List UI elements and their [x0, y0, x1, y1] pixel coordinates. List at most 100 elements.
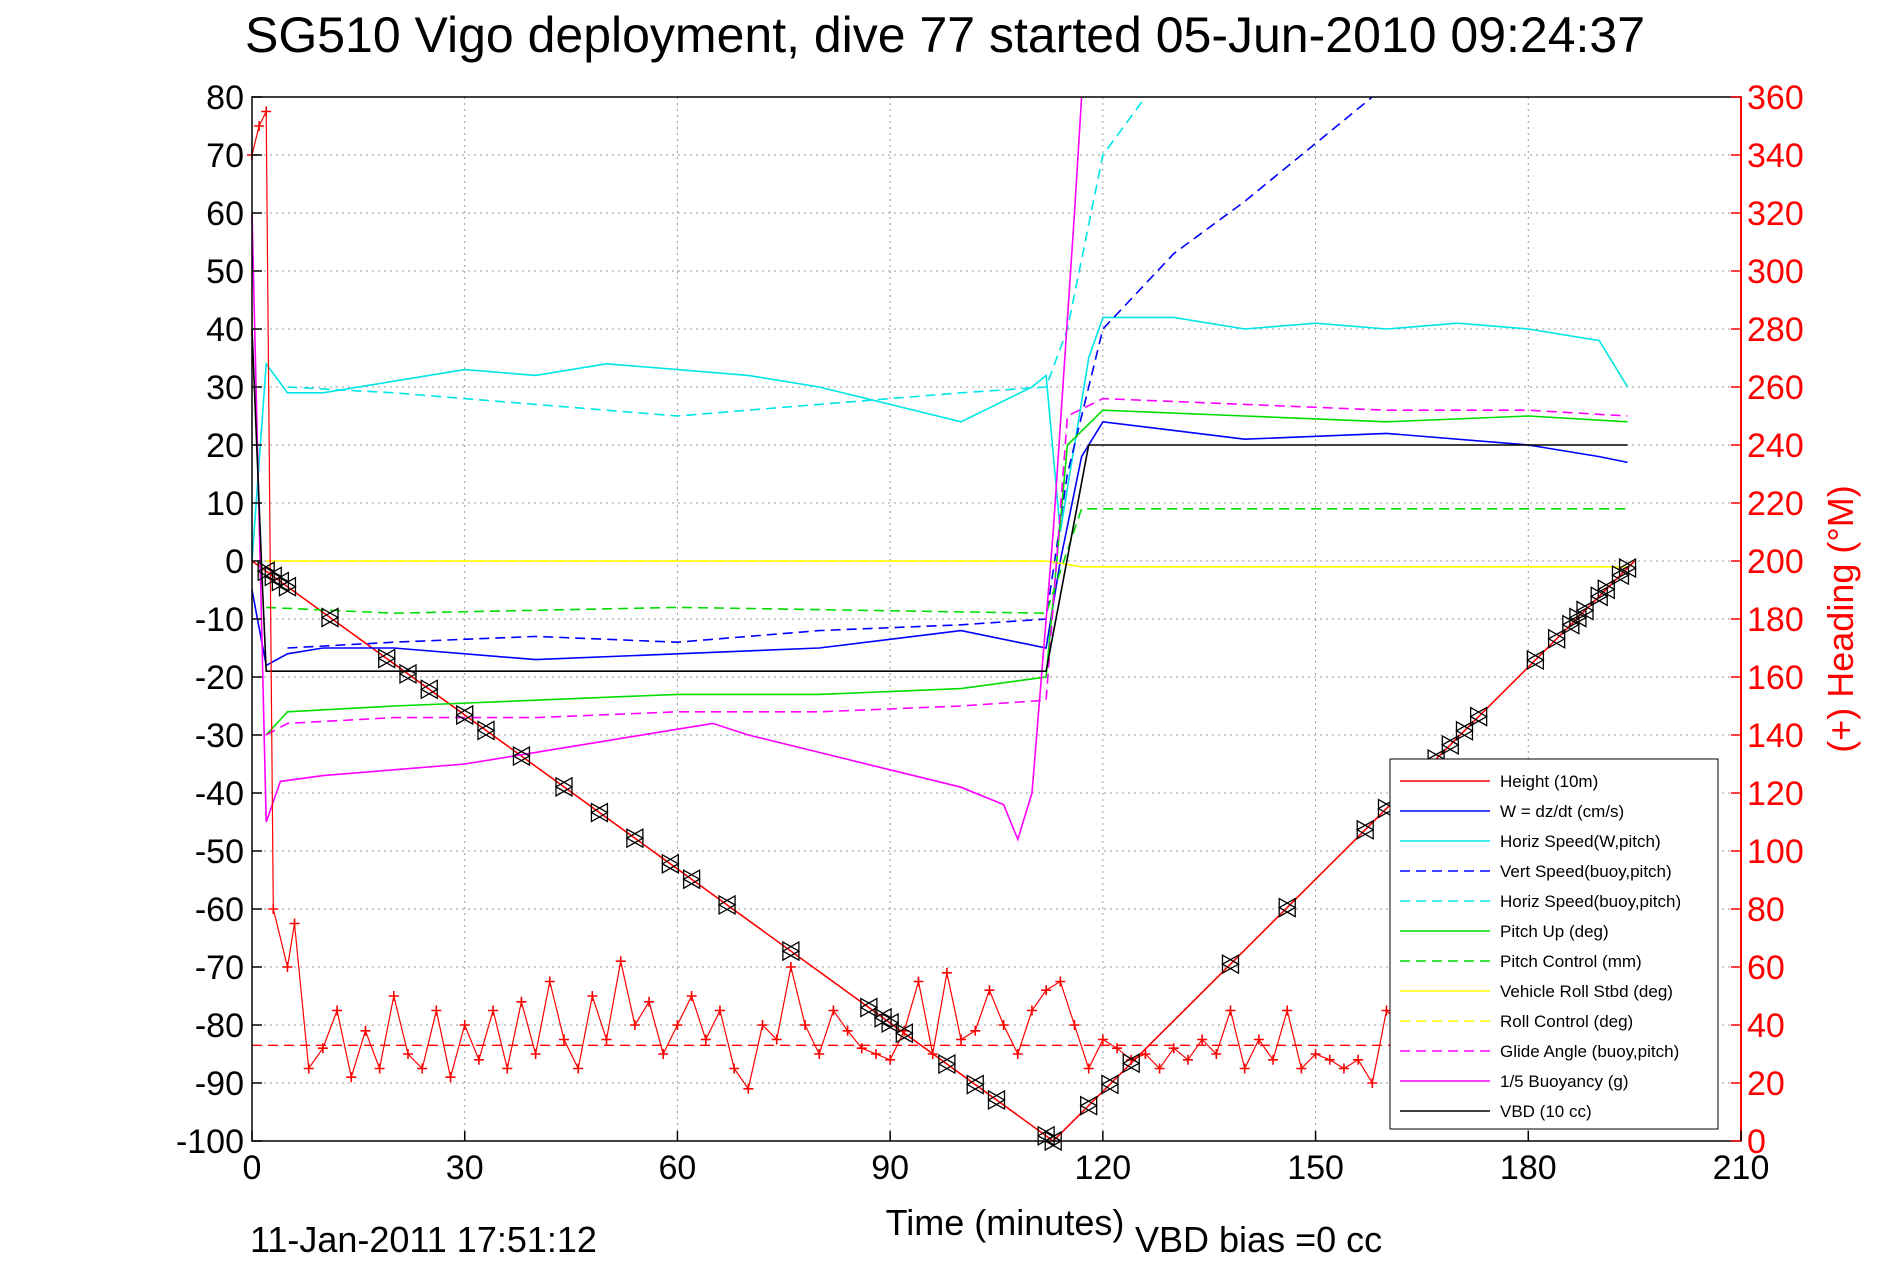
heading-point: [544, 976, 555, 987]
y-tick-label: -60: [195, 891, 244, 929]
vbd-marker: [1100, 1074, 1120, 1095]
y-tick-label: 50: [206, 253, 244, 291]
vbd-marker: [1355, 819, 1375, 840]
heading-point: [1324, 1054, 1335, 1065]
legend-label-9: Glide Angle (buoy,pitch): [1500, 1042, 1679, 1061]
bottom-axis-ticks: 0 30 60 90 120 150 180 210: [243, 1131, 1770, 1187]
y-tick-label: -50: [195, 833, 244, 871]
x-tick-label: 150: [1287, 1149, 1344, 1187]
series-line-2: [251, 316, 1629, 562]
vbd-marker: [1277, 897, 1297, 918]
heading-point: [1182, 1054, 1193, 1065]
heading-point: [573, 1063, 584, 1074]
legend-label-5: Pitch Up (deg): [1500, 922, 1609, 941]
heading-point: [431, 1005, 442, 1016]
y2-tick-label: 80: [1747, 891, 1785, 929]
heading-point: [282, 962, 293, 972]
y-tick-label: -20: [195, 659, 244, 697]
y2-tick-label: 40: [1747, 1007, 1785, 1045]
heading-point: [629, 1020, 640, 1030]
vbd-marker: [880, 1012, 900, 1034]
vbd-marker: [859, 997, 879, 1018]
heading-point: [1055, 976, 1066, 987]
series-line-10: [251, 96, 1083, 842]
heading-point: [1211, 1049, 1222, 1059]
heading-point: [885, 1054, 896, 1065]
y-tick-label: 20: [206, 427, 244, 465]
series-line-4: [287, 96, 1147, 417]
heading-point: [1012, 1049, 1023, 1059]
heading-point: [771, 1034, 782, 1045]
vbd-marker: [1440, 734, 1460, 756]
heading-point: [658, 1049, 669, 1059]
legend-label-3: Vert Speed(buoy,pitch): [1500, 862, 1672, 881]
y2-tick-label: 340: [1747, 137, 1804, 175]
legend-label-11: VBD (10 cc): [1500, 1102, 1592, 1121]
heading-point: [856, 1043, 867, 1054]
vbd-marker: [682, 869, 701, 890]
heading-point: [601, 1034, 612, 1045]
vbd-marker: [1079, 1095, 1099, 1116]
vbd-marker: [937, 1053, 957, 1075]
y-tick-label: 0: [225, 543, 244, 581]
vbd-marker: [476, 720, 496, 741]
heading-point: [1225, 1005, 1236, 1016]
heading-point: [1353, 1054, 1364, 1065]
vbd-marker: [320, 607, 340, 628]
vbd-marker: [1575, 600, 1595, 621]
vbd-marker: [781, 940, 801, 962]
heading-point: [261, 106, 272, 117]
vbd-marker: [512, 745, 531, 767]
vbd-marker: [717, 894, 737, 916]
heading-point: [530, 1049, 541, 1059]
heading-point: [870, 1049, 881, 1059]
heading-point: [1083, 1063, 1094, 1074]
heading-point: [1069, 1020, 1080, 1030]
vbd-marker: [1547, 628, 1566, 649]
y2-tick-label: 100: [1747, 833, 1804, 871]
heading-point: [459, 1020, 470, 1030]
legend-box: [1389, 758, 1719, 1130]
right-axis-label: (+) Heading (°M): [1820, 485, 1861, 752]
y-tick-label: -10: [195, 601, 244, 639]
heading-point: [615, 956, 626, 967]
y2-tick-label: 300: [1747, 253, 1804, 291]
vbd-marker: [419, 679, 439, 700]
legend-label-6: Pitch Control (mm): [1500, 952, 1642, 971]
heading-point: [317, 1043, 328, 1054]
heading-point: [1239, 1063, 1250, 1074]
series-layer: [251, 96, 1636, 1143]
y2-tick-label: 200: [1747, 543, 1804, 581]
vbd-marker: [590, 802, 609, 823]
vbd-marker: [965, 1074, 985, 1095]
heading-point: [1097, 1034, 1108, 1045]
x-tick-label: 90: [871, 1149, 909, 1187]
y2-tick-label: 20: [1747, 1065, 1785, 1103]
y2-tick-label: 0: [1747, 1123, 1766, 1161]
x-tick-label: 210: [1713, 1149, 1770, 1187]
series-line-11: [251, 328, 1628, 673]
heading-point: [1041, 985, 1052, 996]
vbd-marker: [1526, 649, 1545, 671]
series-line-9: [265, 397, 1628, 736]
vbd-marker: [1455, 720, 1474, 741]
y-tick-label: -100: [176, 1123, 244, 1161]
heading-point: [1253, 1034, 1264, 1045]
x-axis-label: Time (minutes): [886, 1202, 1125, 1243]
heading-point: [714, 1005, 725, 1016]
series-line-6: [266, 507, 1628, 615]
vbd-marker: [1568, 607, 1588, 628]
heading-point: [1140, 1049, 1151, 1059]
y-tick-label: -30: [195, 717, 244, 755]
heading-point: [984, 985, 995, 996]
heading-point: [1197, 1034, 1208, 1045]
heading-point: [970, 1025, 981, 1036]
y2-tick-label: 160: [1747, 659, 1804, 697]
y2-tick-label: 220: [1747, 485, 1804, 523]
heading-point: [785, 962, 796, 972]
y2-tick-label: 240: [1747, 427, 1804, 465]
vbd-marker: [661, 853, 680, 874]
heading-point: [1126, 1054, 1137, 1065]
heading-point: [268, 904, 279, 914]
series-line-5: [265, 409, 1628, 736]
